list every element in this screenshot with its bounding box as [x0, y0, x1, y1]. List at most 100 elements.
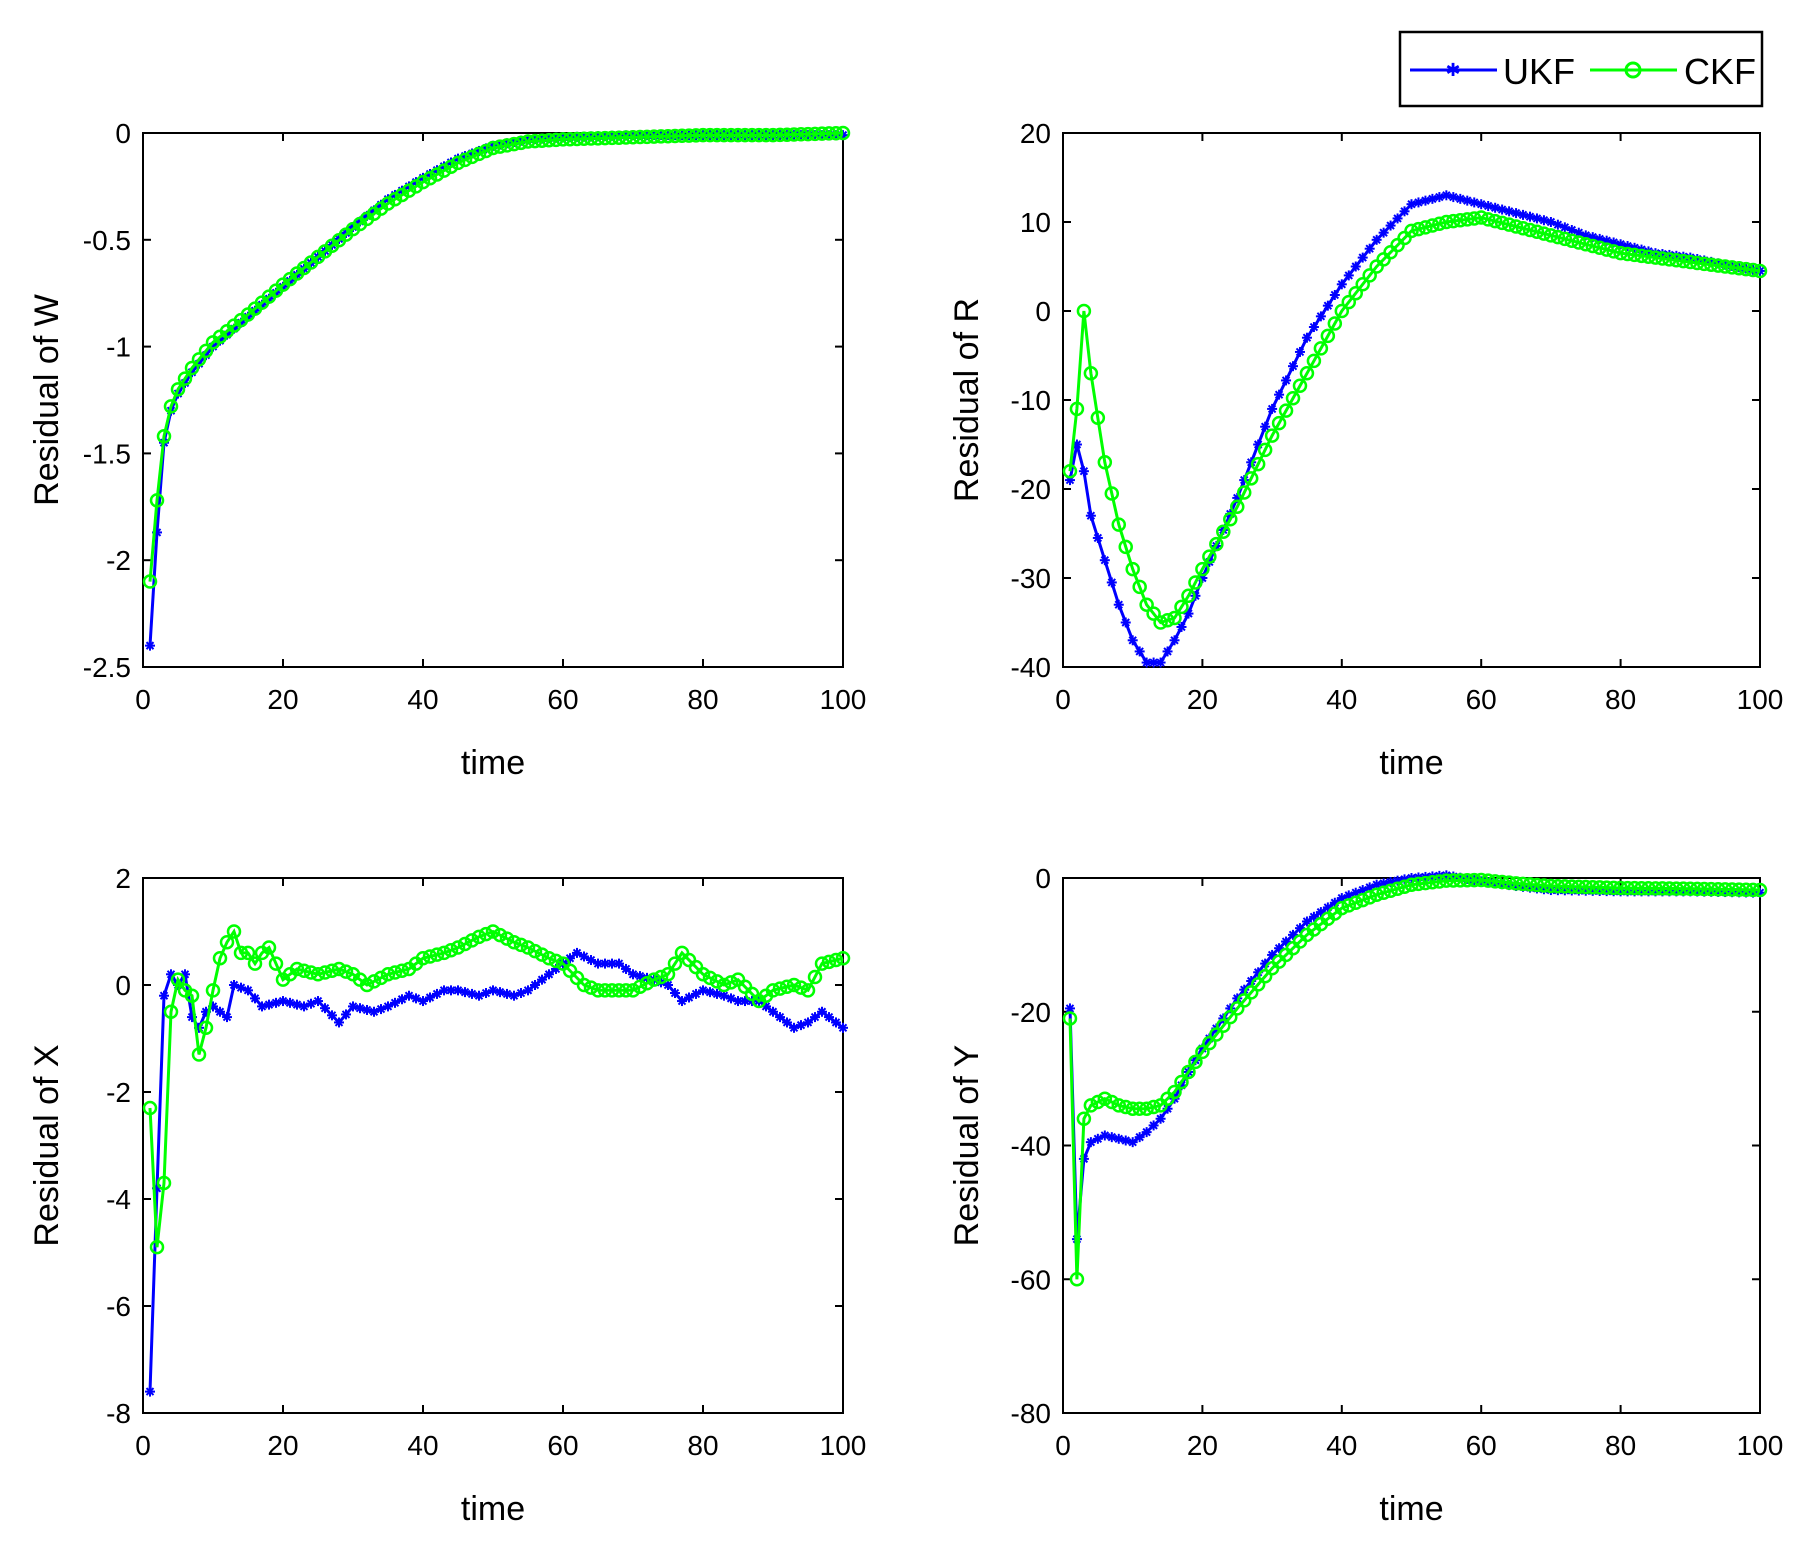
data-point-ckf: [814, 956, 830, 971]
data-point-ckf: [751, 127, 767, 143]
data-point-ukf: [243, 985, 253, 996]
data-point-ckf: [1676, 253, 1691, 269]
data-point-ckf: [1202, 549, 1217, 564]
plot-area-frame: [142, 132, 844, 668]
data-point-ukf: [460, 987, 470, 998]
data-point-ckf: [527, 133, 543, 149]
data-point-ckf: [1536, 878, 1552, 893]
data-point-ckf: [1606, 244, 1621, 259]
data-point-ukf: [593, 958, 603, 969]
data-point-ukf: [285, 997, 295, 1008]
data-point-ckf: [695, 967, 711, 982]
data-point-ckf: [1655, 881, 1670, 896]
data-point-ckf: [1118, 1099, 1133, 1115]
data-point-ckf: [786, 977, 802, 993]
data-point-ckf: [1299, 366, 1315, 381]
data-point-ckf: [1139, 1101, 1154, 1116]
x-tick-label: 80: [1605, 684, 1636, 715]
data-point-ckf: [513, 937, 529, 953]
y-tick-label: 0: [115, 118, 131, 149]
y-axis-label: Residual of X: [28, 1044, 66, 1246]
data-point-ckf: [1257, 969, 1273, 984]
y-tick-label: -8: [106, 1398, 131, 1429]
x-axis-label: time: [461, 1490, 525, 1528]
data-point-ckf: [1522, 222, 1538, 238]
data-point-ckf: [541, 133, 557, 148]
data-point-ckf: [366, 974, 382, 989]
data-point-ckf: [1390, 881, 1405, 896]
data-point-ukf: [1281, 375, 1292, 386]
data-point-ckf: [1599, 880, 1614, 895]
data-point-ckf: [1264, 428, 1280, 443]
data-point-ckf: [1690, 255, 1705, 271]
x-tick-label: 60: [547, 684, 578, 715]
data-point-ukf: [383, 1001, 393, 1012]
data-point-ckf: [765, 983, 781, 998]
data-point-ckf: [156, 429, 172, 444]
x-tick-label: 40: [1326, 1430, 1357, 1461]
data-point-ukf: [222, 1012, 232, 1023]
data-point-ckf: [1334, 303, 1350, 319]
data-point-ckf: [1243, 985, 1259, 1000]
data-point-ckf: [485, 140, 501, 156]
data-point-ckf: [1634, 248, 1649, 264]
data-point-ckf: [1738, 882, 1754, 898]
x-tick-label: 60: [1466, 684, 1497, 715]
data-point-ukf: [1064, 1003, 1075, 1014]
data-point-ukf: [1469, 197, 1480, 208]
data-point-ckf: [1362, 268, 1377, 283]
data-point-ckf: [1411, 221, 1426, 237]
data-point-ckf: [793, 127, 809, 142]
data-point-ckf: [1696, 256, 1712, 272]
data-point-ckf: [1104, 1094, 1120, 1110]
y-tick-label: 0: [1035, 863, 1051, 894]
data-point-ckf: [1188, 575, 1203, 590]
data-point-ukf: [1085, 510, 1096, 521]
data-point-ukf: [684, 992, 694, 1003]
data-point-ukf: [1134, 646, 1145, 657]
legend: ✱ UKF CKF: [1398, 30, 1764, 108]
data-point-ukf: [1455, 193, 1466, 204]
data-point-ckf: [317, 965, 333, 980]
data-point-ukf: [1420, 195, 1431, 206]
data-point-ckf: [429, 167, 445, 182]
data-point-ckf: [1466, 211, 1482, 226]
data-point-ckf: [1069, 1272, 1085, 1287]
legend-label-ukf: UKF: [1503, 51, 1575, 92]
data-point-ckf: [1550, 229, 1566, 245]
data-point-ckf: [1418, 220, 1433, 235]
data-point-ukf: [439, 985, 449, 996]
data-point-ukf: [1148, 1120, 1159, 1131]
data-point-ukf: [1260, 421, 1271, 432]
panel-residual-y: 0 20 40 60 80 100 0 -20 -40 -60 -80 time Residual of…: [948, 863, 1783, 1528]
data-point-ckf: [1111, 517, 1127, 532]
data-point-ukf: [670, 988, 680, 999]
data-point-ukf: [1141, 1127, 1152, 1138]
data-point-ukf: [264, 999, 274, 1010]
data-point-ukf: [1371, 234, 1382, 245]
data-point-ckf: [163, 399, 179, 414]
y-tick-label: -80: [1011, 1398, 1051, 1429]
data-point-ckf: [1460, 873, 1475, 888]
y-tick-label: -2.5: [83, 652, 131, 683]
y-tick-label: -20: [1011, 474, 1051, 505]
data-point-ckf: [1188, 1054, 1203, 1070]
data-point-ckf: [450, 940, 466, 955]
data-point-ckf: [618, 983, 634, 998]
data-point-ckf: [828, 125, 844, 141]
y-tick-label: -6: [106, 1291, 131, 1322]
data-point-ckf: [1432, 874, 1447, 889]
data-point-ckf: [562, 131, 578, 147]
data-point-ukf: [1155, 1113, 1166, 1124]
data-point-ckf: [1710, 258, 1726, 273]
data-point-ckf: [1731, 261, 1747, 276]
data-point-ckf: [1690, 881, 1705, 897]
y-tick-label: 0: [1035, 296, 1051, 327]
data-point-ckf: [1627, 880, 1642, 896]
data-point-ckf: [1460, 212, 1475, 227]
data-point-ckf: [1439, 214, 1454, 230]
data-point-ckf: [520, 134, 536, 149]
data-point-ukf: [1392, 213, 1403, 224]
x-axis-label: time: [1379, 744, 1443, 782]
data-point-ukf: [341, 1009, 351, 1020]
